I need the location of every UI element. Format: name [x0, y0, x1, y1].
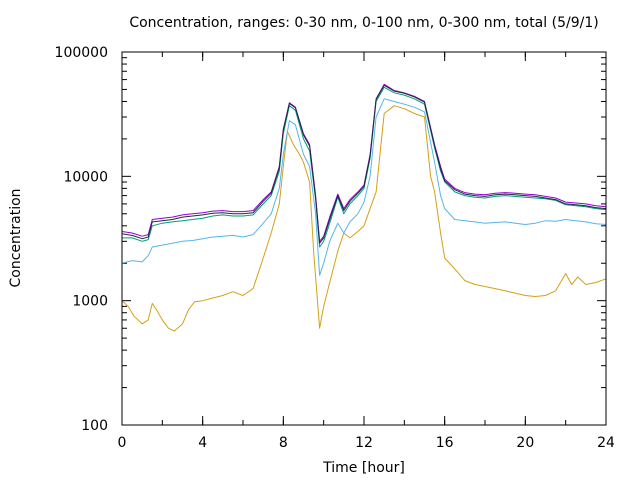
x-tick-label: 16	[436, 435, 454, 451]
x-axis: 0 4 8 12 16 20 24	[118, 52, 615, 451]
y-tick-label: 100000	[55, 45, 108, 61]
x-tick-label: 24	[597, 435, 615, 451]
y-tick-label: 1000	[72, 294, 108, 310]
x-tick-label: 4	[198, 435, 207, 451]
y-axis-label: Concentration	[8, 188, 24, 287]
series-line-4	[121, 83, 607, 242]
chart-title: Concentration, ranges: 0-30 nm, 0-100 nm…	[129, 15, 598, 31]
x-tick-label: 12	[355, 435, 373, 451]
series-line-2	[121, 98, 607, 276]
series-line-1	[121, 105, 607, 332]
series-line-3	[122, 86, 607, 248]
x-axis-label: Time [hour]	[322, 460, 405, 476]
series-line-5	[121, 84, 607, 244]
plot-frame	[121, 51, 607, 426]
x-tick-label: 8	[279, 435, 288, 451]
x-tick-label: 0	[118, 435, 127, 451]
x-tick-label: 20	[516, 435, 534, 451]
plot-series	[121, 83, 607, 332]
y-tick-label: 100	[81, 418, 108, 434]
y-tick-label: 10000	[63, 169, 108, 185]
